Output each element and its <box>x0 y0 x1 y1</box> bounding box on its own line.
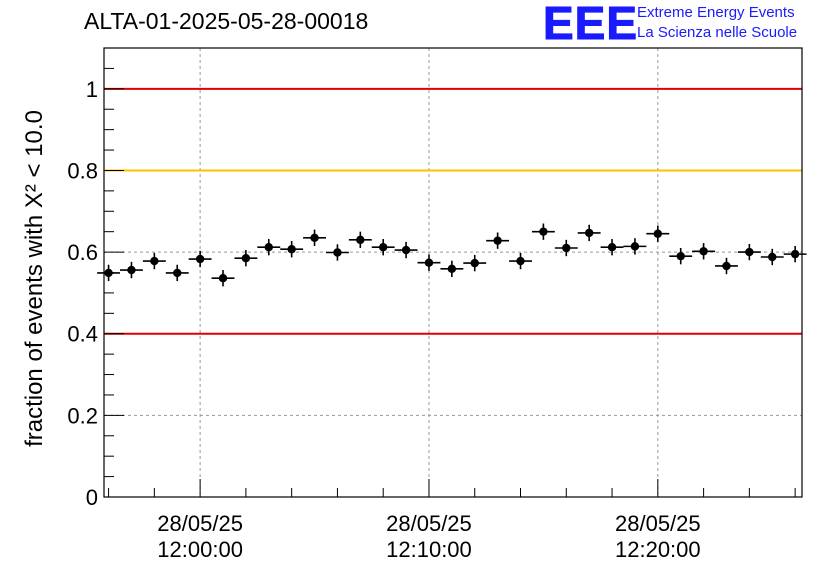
marker <box>722 261 731 271</box>
marker <box>333 248 342 257</box>
data-point-11 <box>348 231 372 249</box>
logo-line-2: La Scienza nelle Scuole <box>637 24 798 41</box>
marker <box>539 227 548 236</box>
data-point-10 <box>325 244 349 261</box>
data-point-29 <box>760 248 784 266</box>
marker <box>287 245 296 254</box>
data-points <box>97 223 807 287</box>
data-point-28 <box>737 243 761 261</box>
data-point-21 <box>577 224 601 242</box>
data-point-18 <box>509 252 532 270</box>
data-point-6 <box>234 250 258 267</box>
data-point-26 <box>692 243 716 260</box>
marker <box>653 229 663 238</box>
marker <box>699 247 708 256</box>
y-tick-label-2: 0.4 <box>67 322 98 347</box>
data-point-2 <box>142 252 166 270</box>
marker <box>127 265 136 275</box>
marker <box>241 254 251 263</box>
data-point-1 <box>120 261 143 279</box>
marker <box>745 247 754 257</box>
data-point-27 <box>715 257 738 275</box>
marker <box>424 258 434 267</box>
marker <box>630 242 640 251</box>
reference-lines <box>104 87 802 335</box>
marker <box>150 256 159 266</box>
y-tick-label-5: 1 <box>86 77 98 102</box>
marker <box>447 264 457 274</box>
marker <box>676 251 685 261</box>
tick-labels: 00.20.40.60.8128/05/2512:00:0028/05/2512… <box>67 77 700 562</box>
data-point-4 <box>188 250 212 268</box>
marker <box>562 243 571 253</box>
data-point-9 <box>303 229 326 246</box>
x-tick-date-0: 28/05/25 <box>157 511 243 536</box>
y-tick-label-3: 0.6 <box>67 240 98 265</box>
data-point-13 <box>394 241 418 259</box>
data-point-8 <box>280 241 304 258</box>
data-point-22 <box>600 239 624 256</box>
marker <box>356 235 365 245</box>
data-point-23 <box>623 238 647 255</box>
marker <box>607 242 617 252</box>
marker <box>401 245 411 255</box>
data-point-3 <box>165 264 189 282</box>
data-point-16 <box>463 254 487 272</box>
x-tick-time-0: 12:00:00 <box>157 537 243 562</box>
marker <box>379 242 388 252</box>
logo-line-1: Extreme Energy Events <box>637 4 795 21</box>
y-tick-label-1: 0.2 <box>67 403 98 428</box>
marker <box>584 228 594 238</box>
y-tick-label-0: 0 <box>86 485 98 510</box>
eee-logo: EEE <box>542 0 639 49</box>
y-tick-label-4: 0.8 <box>67 158 98 183</box>
data-point-19 <box>531 223 555 240</box>
data-point-30 <box>783 245 807 263</box>
data-point-17 <box>486 232 510 249</box>
marker <box>768 252 777 262</box>
data-point-12 <box>371 239 395 256</box>
x-tick-date-2: 28/05/25 <box>615 511 701 536</box>
x-tick-date-1: 28/05/25 <box>386 511 472 536</box>
marker <box>493 236 502 245</box>
data-point-20 <box>554 239 578 257</box>
marker <box>195 254 205 264</box>
y-axis-label: fraction of events with X² < 10.0 <box>21 110 48 447</box>
marker <box>470 258 479 268</box>
x-tick-time-2: 12:20:00 <box>615 537 701 562</box>
data-point-7 <box>257 239 281 256</box>
axis-ticks <box>104 47 796 498</box>
marker <box>790 249 800 259</box>
data-point-25 <box>669 248 693 265</box>
marker <box>264 242 273 252</box>
data-point-24 <box>646 225 670 242</box>
x-tick-time-1: 12:10:00 <box>386 537 472 562</box>
marker <box>173 268 182 278</box>
data-point-14 <box>417 254 441 271</box>
marker <box>310 233 319 243</box>
marker <box>516 256 525 266</box>
data-point-15 <box>440 260 464 277</box>
data-point-5 <box>211 270 235 287</box>
marker <box>218 274 228 283</box>
chart-title: ALTA-01-2025-05-28-00018 <box>84 8 369 34</box>
